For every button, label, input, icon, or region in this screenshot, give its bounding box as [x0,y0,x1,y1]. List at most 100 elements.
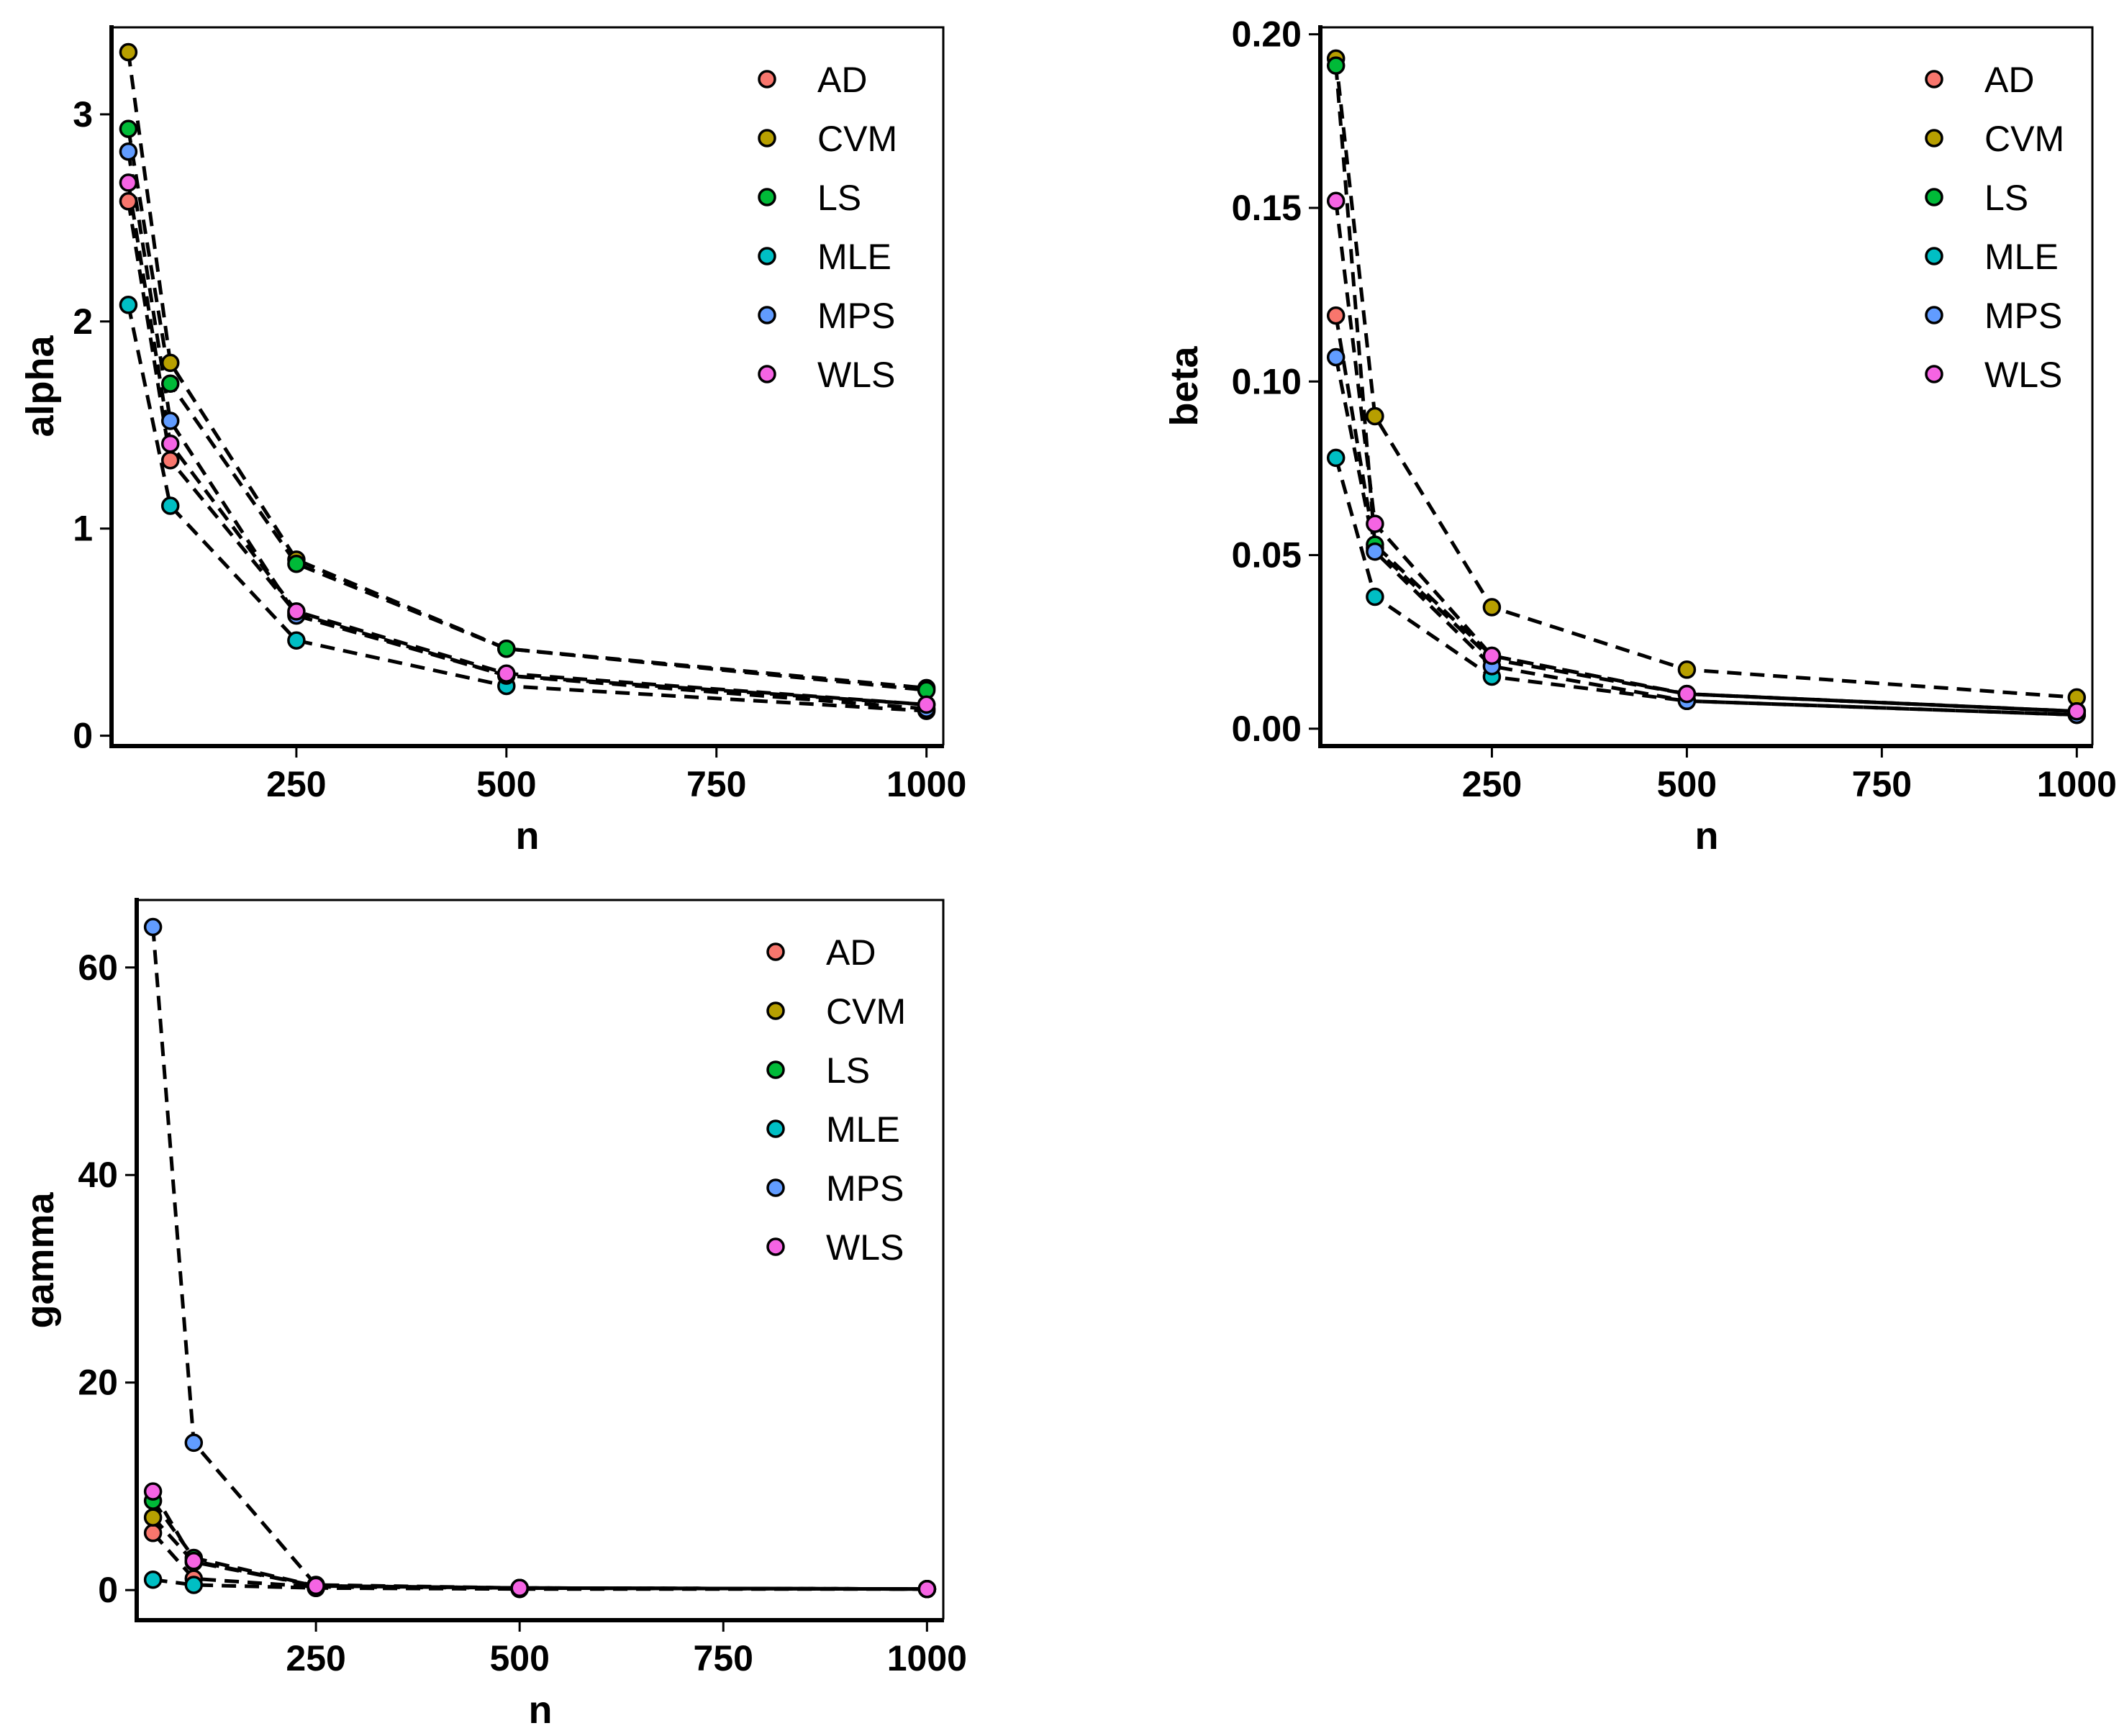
legend-item-ls: LS [758,178,861,218]
panel-alpha-y-axis-title: alpha [19,335,62,437]
legend-label: AD [826,932,876,973]
x-tick-label: 750 [694,1638,753,1678]
x-tick-label: 500 [1657,764,1717,804]
legend-item-wls: WLS [1925,355,2062,395]
legend-item-wls: WLS [758,355,895,395]
point-mps [160,412,180,430]
legend-key-ls [1925,188,1943,206]
legend-key-ls [766,1060,785,1079]
legend-item-cvm: CVM [766,991,906,1032]
panel-gamma-frame [137,899,945,1619]
point-ls [287,554,306,573]
y-tick-label: 1 [73,509,93,549]
legend-item-cvm: CVM [1925,119,2064,159]
panel-gamma-series-points [143,917,937,1599]
point-mle [1326,448,1346,468]
legend-label: AD [1984,60,2034,100]
panel-alpha-x-ticks: 250 500 750 1000 [266,748,966,804]
panel-alpha: 250 500 750 1000 0 1 2 3 AD CVM LS MLE MPS WLS n al… [19,25,966,858]
point-mle [143,1570,163,1589]
legend-label: WLS [817,355,895,395]
legend-label: MLE [1984,237,2059,277]
x-tick-label: 500 [489,1638,549,1678]
y-tick-label: 0.10 [1232,361,1302,401]
x-tick-label: 250 [1462,764,1522,804]
point-cvm [119,42,138,62]
panel-beta-frame [1321,26,2094,745]
point-mle [119,296,138,314]
legend-key-mle [1925,247,1943,265]
legend-label: CVM [826,991,906,1032]
legend-key-mps [758,306,776,324]
series-line-cvm [126,52,927,690]
series-line-wls [151,1490,927,1591]
x-tick-label: 750 [686,764,746,804]
point-wls [917,695,936,714]
legend-label: WLS [1984,355,2062,395]
y-tick-label: 0 [98,1570,118,1610]
legend-key-ad [758,70,776,88]
legend-key-wls [758,365,776,383]
point-wls [1677,684,1697,704]
x-tick-label: 500 [476,764,536,804]
y-tick-label: 40 [78,1155,118,1195]
point-ls [160,374,180,393]
point-wls [287,602,306,621]
legend-label: WLS [826,1227,904,1268]
panel-beta-y-ticks: 0.00 0.05 0.10 0.15 0.20 [1232,14,1318,749]
legend-item-cvm: CVM [758,119,897,159]
point-cvm [160,353,180,373]
y-tick-label: 3 [73,94,93,135]
point-wls [1326,191,1346,211]
legend-key-mps [766,1178,785,1197]
panel-gamma: 250 500 750 1000 0 20 40 60 AD CVM LS MLE MPS WLS n… [19,898,967,1732]
point-mle [160,496,180,515]
panel-beta-x-axis-title: n [1695,814,1719,858]
point-ls [119,119,138,138]
point-mps [119,142,138,161]
x-tick-label: 1000 [887,1638,967,1678]
point-wls [160,434,180,453]
legend-key-wls [1925,365,1943,383]
legend-label: MPS [817,296,895,336]
legend-item-mle: MLE [766,1109,900,1150]
point-cvm [1677,660,1697,679]
panel-beta-series-points [1326,49,2087,724]
point-mps [1366,542,1384,561]
point-mps [1326,347,1346,367]
legend-label: CVM [817,119,897,159]
point-wls [1366,514,1384,533]
y-tick-label: 0.05 [1232,535,1302,576]
panel-alpha-frame [112,26,945,745]
series-line-mle [126,304,927,713]
legend-label: MLE [817,237,891,277]
point-ls [497,639,516,658]
point-wls [510,1578,529,1598]
legend-label: MPS [826,1168,904,1209]
point-wls [143,1482,163,1501]
legend-key-cvm [758,129,776,147]
x-tick-label: 250 [266,764,326,804]
legend-item-mle: MLE [1925,237,2059,277]
legend-item-ad: AD [766,932,876,973]
point-mle [287,631,306,650]
panel-gamma-x-axis-title: n [529,1689,553,1732]
legend-item-ad: AD [1925,60,2034,100]
series-line-wls [1334,201,2077,714]
legend-label: AD [817,60,867,100]
legend-label: CVM [1984,119,2064,159]
point-wls [184,1552,204,1571]
point-cvm [1482,598,1502,617]
y-tick-label: 0 [73,716,93,756]
legend-key-ls [758,188,776,206]
point-wls [1482,646,1502,665]
legend-key-wls [766,1237,785,1256]
panel-alpha-legend: AD CVM LS MLE MPS WLS [758,60,897,395]
point-ad [160,450,180,470]
panel-gamma-y-ticks: 0 20 40 60 [78,947,135,1610]
legend-key-mps [1925,306,1943,324]
y-tick-label: 0.20 [1232,14,1302,55]
legend-label: LS [1984,178,2028,218]
legend-label: MLE [826,1109,900,1150]
